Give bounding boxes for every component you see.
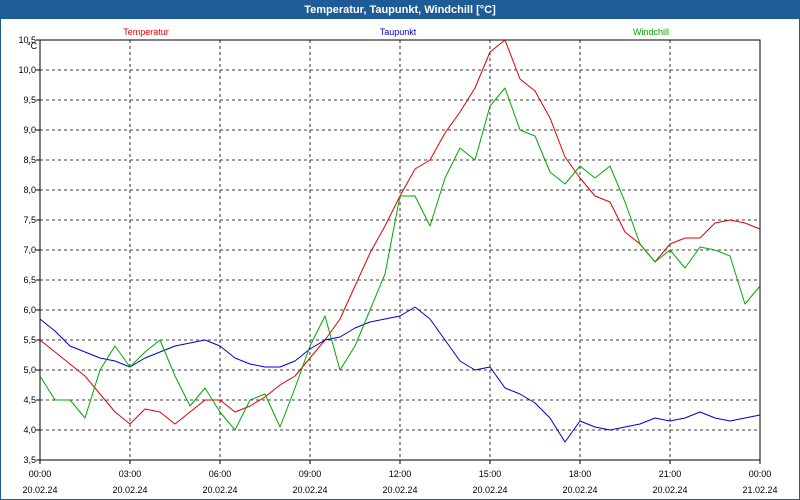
x-tick-time-label: 15:00 [479, 469, 502, 479]
series-line-windchill [39, 87, 761, 431]
title-bar: Temperatur, Taupunkt, Windchill [°C] [1, 1, 799, 19]
y-tick-label: 5,0 [23, 365, 36, 375]
y-tick-label: 10,0 [18, 65, 36, 75]
y-tick-label: 5,5 [23, 335, 36, 345]
series-lines [39, 39, 761, 443]
y-tick-label: 8,5 [23, 155, 36, 165]
x-tick-time-label: 00:00 [29, 469, 52, 479]
x-tick-date-label: 20.02.24 [472, 485, 507, 495]
x-tick-time-label: 09:00 [299, 469, 322, 479]
grid [40, 40, 760, 460]
y-tick-label: 8,0 [23, 185, 36, 195]
x-tick-date-label: 20.02.24 [22, 485, 57, 495]
y-tick-label: 9,0 [23, 125, 36, 135]
y-tick-label: 6,5 [23, 275, 36, 285]
y-tick-label: 7,5 [23, 215, 36, 225]
y-tick-label: 10,5 [18, 35, 36, 45]
x-tick-date-label: 20.02.24 [382, 485, 417, 495]
x-tick-date-label: 20.02.24 [112, 485, 147, 495]
legend-entry-temperatur: Temperatur [123, 27, 169, 37]
x-tick-date-label: 21.02.24 [742, 485, 777, 495]
x-tick-date-label: 20.02.24 [562, 485, 597, 495]
series-line-taupunkt [39, 306, 761, 443]
x-tick-date-label: 20.02.24 [652, 485, 687, 495]
y-axis-unit: °C [27, 41, 38, 51]
y-tick-label: 7,0 [23, 245, 36, 255]
x-tick-time-label: 18:00 [569, 469, 592, 479]
legend-entry-windchill: Windchill [633, 27, 669, 37]
x-tick-date-label: 20.02.24 [292, 485, 327, 495]
x-tick-date-label: 20.02.24 [202, 485, 237, 495]
y-tick-label: 3,5 [23, 455, 36, 465]
x-tick-time-label: 03:00 [119, 469, 142, 479]
legend: Temperatur Taupunkt Windchill [123, 27, 669, 37]
y-tick-label: 4,5 [23, 395, 36, 405]
legend-entry-taupunkt: Taupunkt [380, 27, 417, 37]
x-tick-time-label: 12:00 [389, 469, 412, 479]
x-tick-time-label: 06:00 [209, 469, 232, 479]
y-axis: 3,5 4,0 4,5 5,0 5,5 6,0 6,5 7,0 7,5 8,0 8,5 9,0 9,5 1… [18, 35, 40, 465]
chart-title: Temperatur, Taupunkt, Windchill [°C] [304, 4, 496, 16]
y-tick-label: 4,0 [23, 425, 36, 435]
y-tick-label: 6,0 [23, 305, 36, 315]
x-axis: 00:00 20.02.24 03:00 20.02.24 06:00 20.02.24 0… [22, 460, 778, 495]
x-tick-time-label: 00:00 [749, 469, 772, 479]
y-tick-label: 9,5 [23, 95, 36, 105]
x-tick-time-label: 21:00 [659, 469, 682, 479]
